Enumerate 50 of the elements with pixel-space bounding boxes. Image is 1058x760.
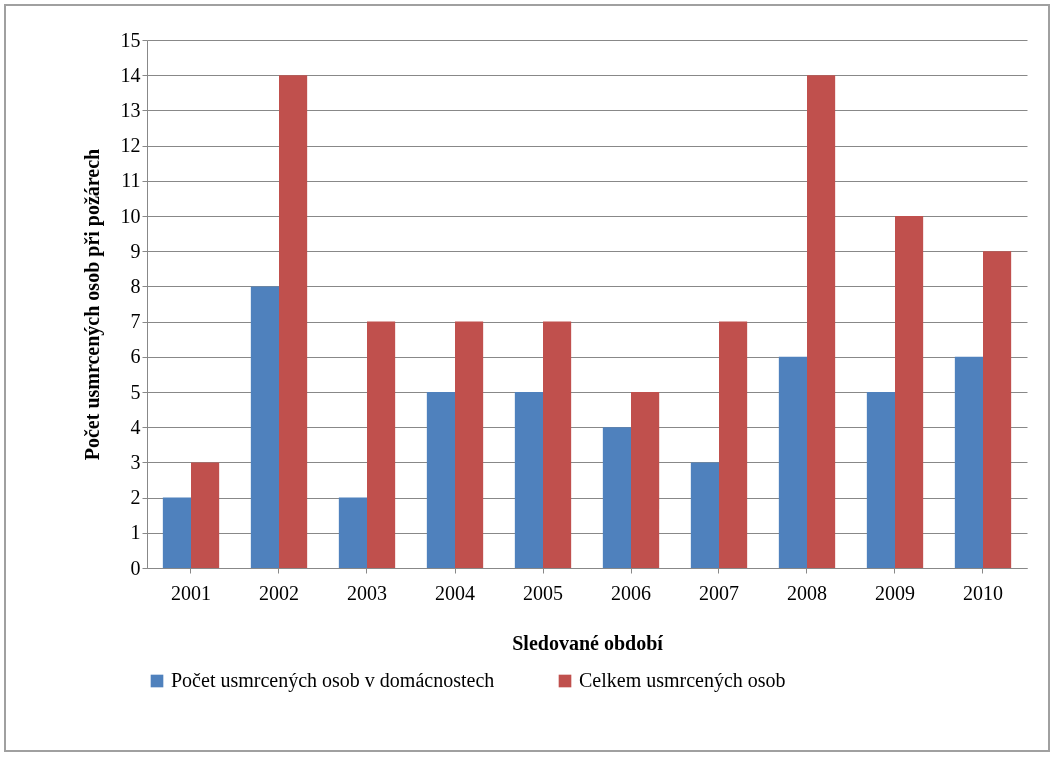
y-tick-label: 1 [130,521,141,544]
y-axis-title: Počet usmrcených osob při požárech [80,148,104,461]
x-tick-label: 2005 [523,581,563,604]
bar [367,321,396,568]
legend-label: Celkem usmrcených osob [579,669,786,692]
x-tick-label: 2007 [699,581,739,604]
x-tick-label: 2003 [347,581,387,604]
y-tick-label: 7 [130,310,141,333]
bar [250,286,279,568]
y-tick-label: 13 [120,98,141,121]
y-tick-label: 10 [120,204,141,227]
bar [719,321,748,568]
bar [514,392,543,568]
y-tick-label: 9 [130,239,141,262]
y-tick-label: 5 [130,380,141,403]
y-tick-label: 6 [130,345,141,368]
x-tick-label: 2001 [171,581,211,604]
x-axis-title: Sledované období [512,631,664,654]
y-tick-label: 0 [130,556,141,579]
bar [191,462,220,568]
bar [455,321,484,568]
bar [162,497,191,568]
legend-label: Počet usmrcených osob v domácnostech [171,669,495,692]
y-tick-label: 4 [130,415,141,438]
bar [631,392,660,568]
bar [690,462,719,568]
y-tick-label: 11 [121,169,141,192]
bar [895,216,924,568]
bar [543,321,572,568]
y-tick-label: 8 [130,274,141,297]
y-tick-label: 15 [120,28,141,51]
bar [338,497,367,568]
x-tick-label: 2004 [435,581,475,604]
y-tick-label: 12 [120,134,141,157]
y-tick-label: 2 [130,486,141,509]
bar [866,392,895,568]
y-tick-label: 3 [130,450,141,473]
x-tick-label: 2010 [963,581,1003,604]
bar [954,356,983,568]
bar [602,427,631,568]
bar [807,75,836,568]
y-tick-label: 14 [120,63,141,86]
bar [983,251,1012,568]
x-tick-label: 2008 [787,581,827,604]
x-tick-label: 2006 [611,581,651,604]
bar [778,356,807,568]
x-tick-label: 2002 [259,581,299,604]
x-tick-label: 2009 [875,581,915,604]
bar [279,75,308,568]
bar [426,392,455,568]
